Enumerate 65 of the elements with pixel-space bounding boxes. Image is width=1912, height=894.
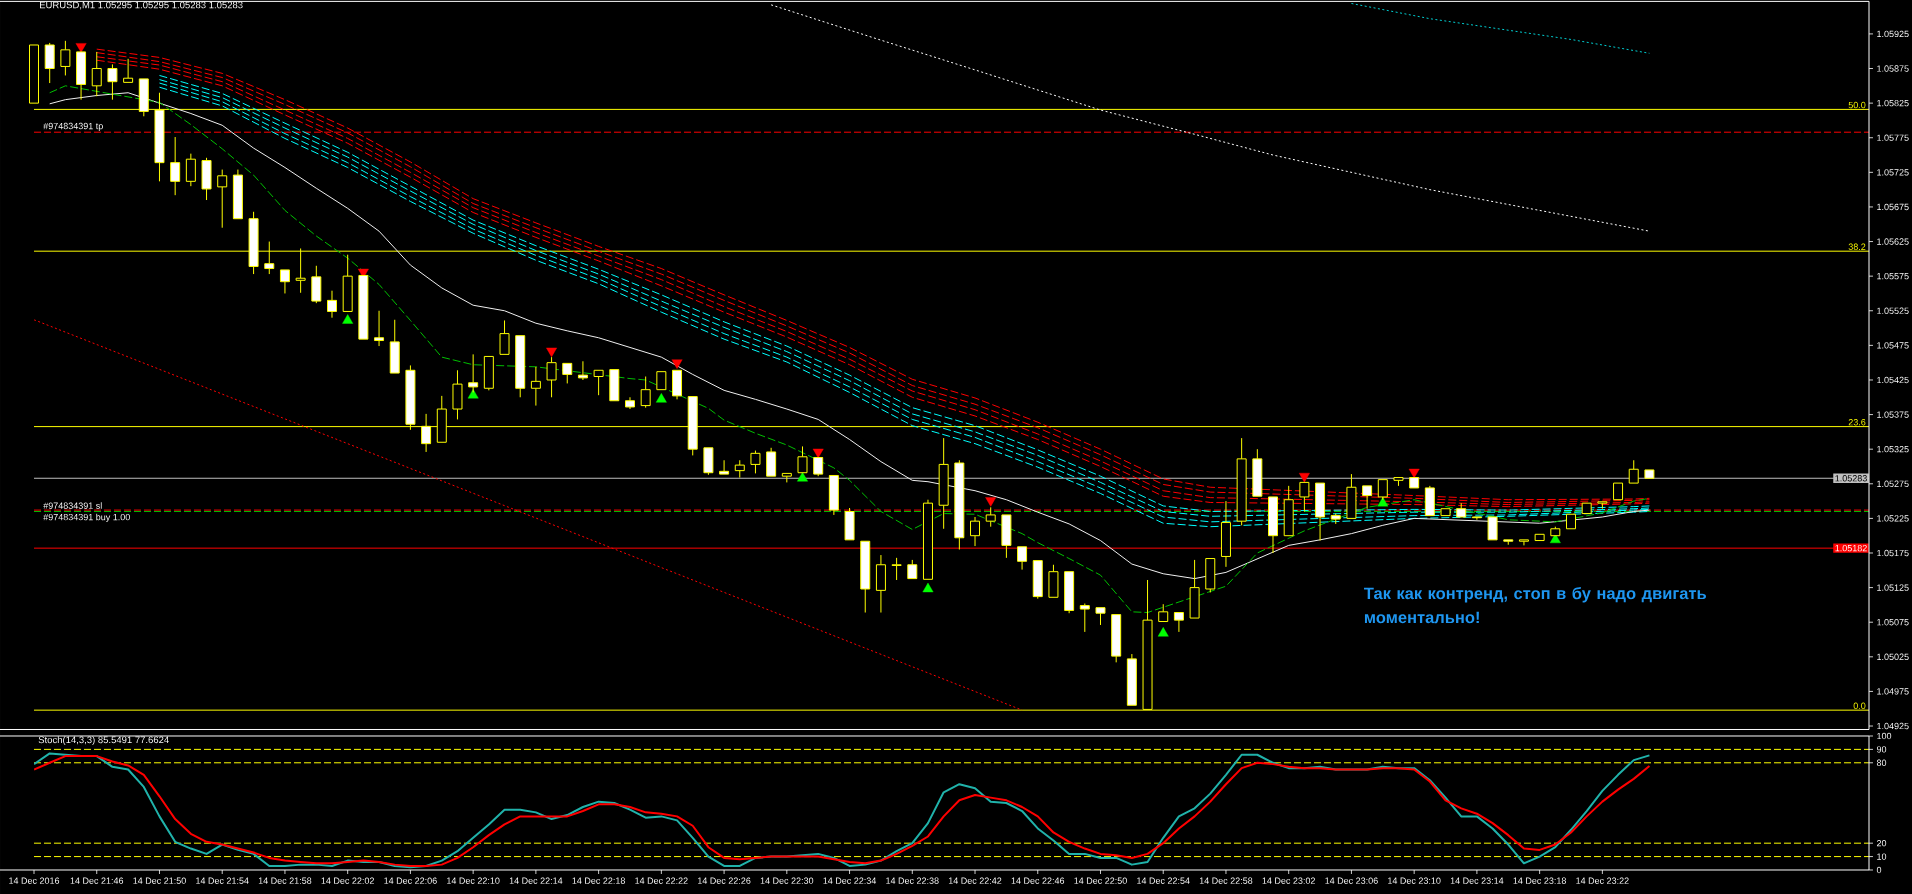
y-tick-label: 1.05025 [1877, 653, 1909, 661]
y-tick-label: 90 [1876, 746, 1887, 753]
x-tick-label: 14 Dec 23:22 [1576, 877, 1629, 884]
y-tick-label: 1.05375 [1877, 411, 1909, 418]
x-tick-label: 14 Dec 22:42 [948, 877, 1002, 884]
y-tick-label: 1.05625 [1877, 238, 1909, 245]
y-tick-label: 1.05325 [1877, 445, 1909, 453]
y-tick-label: 1.05775 [1877, 134, 1909, 141]
ref-line-label: 1.05283 [1835, 475, 1867, 482]
y-tick-label: 1.05475 [1877, 342, 1909, 349]
y-tick-label: 1.05725 [1877, 169, 1909, 176]
x-tick-label: 14 Dec 23:18 [1513, 877, 1566, 884]
x-tick-label: 14 Dec 23:10 [1388, 877, 1441, 884]
y-tick-label: 1.05425 [1877, 376, 1909, 384]
y-tick-label: 1.05675 [1877, 203, 1909, 211]
x-tick-label: 14 Dec 22:06 [384, 877, 437, 884]
ref-line-label: 23.6 [1848, 419, 1866, 426]
x-tick-label: 14 Dec 22:26 [698, 877, 751, 884]
x-tick-label: 14 Dec 22:38 [886, 877, 939, 884]
x-tick-label: 14 Dec 22:18 [572, 877, 625, 884]
x-tick-label: 14 Dec 22:14 [509, 877, 563, 884]
x-tick-label: 14 Dec 22:02 [321, 877, 374, 884]
x-tick-label: 14 Dec 23:14 [1450, 877, 1504, 884]
x-tick-label: 14 Dec 22:22 [635, 877, 688, 884]
y-tick-label: 80 [1876, 759, 1887, 766]
ref-line-label: 38.2 [1848, 243, 1866, 250]
y-tick-label: 20 [1876, 839, 1887, 847]
y-tick-label: 1.05925 [1877, 30, 1909, 38]
ref-line-label: #974834391 tp [43, 122, 103, 131]
y-tick-label: 1.05825 [1877, 99, 1909, 107]
x-tick-label: 14 Dec 21:58 [258, 877, 312, 884]
x-tick-label: 14 Dec 21:50 [133, 877, 186, 884]
y-tick-label: 1.05525 [1877, 307, 1909, 314]
y-tick-label: 1.05125 [1877, 584, 1909, 591]
x-tick-label: 14 Dec 23:06 [1325, 877, 1378, 884]
y-tick-label: 1.05875 [1877, 65, 1909, 72]
x-tick-label: 14 Dec 22:50 [1074, 877, 1127, 884]
ref-line-label: 0.0 [1853, 702, 1866, 709]
y-tick-label: 1.05575 [1877, 272, 1909, 280]
x-tick-label: 14 Dec 22:46 [1011, 877, 1065, 884]
chart-title: EURUSD,M1 1.05295 1.05295 1.05283 1.05283 [40, 1, 243, 10]
y-tick-label: 1.05075 [1877, 619, 1909, 626]
chart-title: Stoch(14,3,3) 85.5491 77.6624 [38, 736, 169, 746]
x-tick-label: 14 Dec 22:34 [823, 877, 877, 884]
x-tick-label: 14 Dec 21:46 [70, 877, 124, 884]
ref-line-label: 50.0 [1848, 101, 1866, 109]
y-tick-label: 1.05275 [1877, 480, 1909, 487]
annotation: Так как контренд, стоп в бу надо двигать моментально! [1364, 586, 1706, 624]
ref-line-label: 1.05182 [1835, 544, 1867, 552]
y-tick-label: 1.05175 [1877, 549, 1909, 557]
y-tick-label: 1.05225 [1877, 515, 1909, 522]
y-tick-label: 1.04975 [1877, 688, 1909, 695]
ref-line-label: #974834391 sl [43, 502, 102, 509]
x-tick-label: 14 Dec 23:02 [1262, 877, 1315, 884]
y-tick-label: 0 [1876, 866, 1882, 874]
x-tick-label: 14 Dec 2016 [9, 877, 60, 884]
x-tick-label: 14 Dec 21:54 [196, 877, 249, 884]
y-tick-label: 10 [1877, 853, 1887, 860]
y-tick-label: 100 [1877, 732, 1892, 740]
ref-line-label: #974834391 buy 1.00 [43, 513, 130, 523]
x-tick-label: 14 Dec 22:10 [447, 877, 500, 884]
x-tick-label: 14 Dec 22:30 [760, 877, 814, 884]
x-tick-label: 14 Dec 22:58 [1199, 877, 1253, 884]
x-tick-label: 14 Dec 22:54 [1137, 877, 1190, 884]
y-tick-label: 1.04925 [1877, 722, 1909, 730]
